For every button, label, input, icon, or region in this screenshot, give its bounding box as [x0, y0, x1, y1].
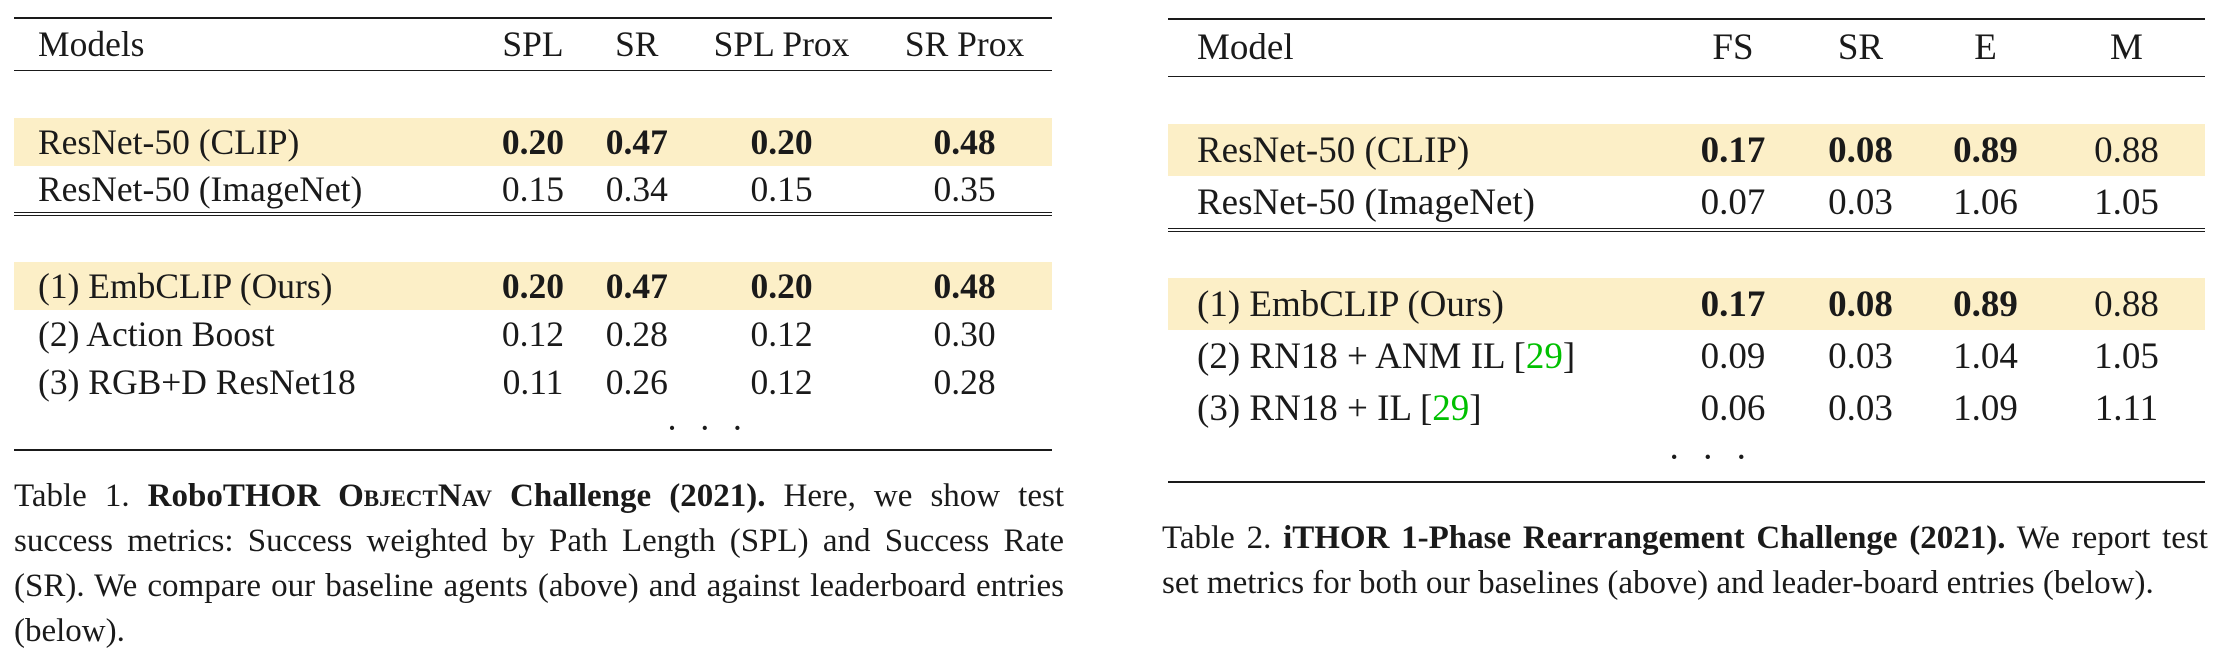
table2-header-m: M	[2110, 27, 2143, 69]
table2-caption-title: iTHOR 1-Phase Rearrangement Challenge (2…	[1283, 520, 2006, 556]
table1-row: (2) Action Boost 0.12 0.28 0.12 0.30	[14, 310, 1052, 358]
table1-row: (1) EmbCLIP (Ours) 0.20 0.47 0.20 0.48	[14, 262, 1052, 310]
model-name: ResNet-50 (ImageNet)	[38, 169, 363, 209]
table1-header-sr: SR	[615, 24, 659, 65]
table1-ellipsis-row: · · ·	[14, 406, 1052, 450]
m-value: 1.05	[2094, 335, 2159, 377]
sr-value: 0.28	[605, 314, 668, 354]
spl-value: 0.20	[478, 118, 588, 166]
fs-value: 0.09	[1700, 335, 1766, 377]
table2-ellipsis-row: · · ·	[1168, 434, 2205, 482]
sr-value: 0.34	[605, 169, 668, 209]
m-value: 0.88	[2048, 124, 2205, 176]
table1-caption-smallcaps: ObjectNav	[338, 478, 492, 514]
e-value: 1.04	[1953, 335, 2018, 377]
fs-value: 0.07	[1700, 181, 1766, 223]
table2-row: (2) RN18 + ANM IL [29] 0.09 0.03 1.04 1.…	[1168, 330, 2205, 382]
spl-prox-value: 0.20	[685, 118, 878, 166]
table1-row: (3) RGB+D ResNet18 0.11 0.26 0.12 0.28	[14, 358, 1052, 406]
m-value: 1.11	[2094, 387, 2159, 429]
table2-ellipsis: · · ·	[1668, 437, 1754, 478]
model-name-text: (2) RN18 + ANM IL [	[1197, 335, 1526, 377]
table2-row: (3) RN18 + IL [29] 0.06 0.03 1.09 1.11	[1168, 382, 2205, 434]
spl-value: 0.20	[478, 262, 588, 310]
table2-panel: Model FS SR E M ResNet-50 (CLIP) 0.17 0.…	[1168, 0, 2205, 483]
table1-header-row: Models SPL SR SPL Prox SR Prox	[14, 18, 1052, 70]
table1-caption-prefix: Table 1.	[14, 478, 148, 514]
sr-value: 0.26	[605, 362, 668, 402]
table1-header-spl-prox: SPL Prox	[713, 24, 850, 65]
table1-caption-text: Here, we show test success metrics: Succ…	[14, 478, 1064, 649]
e-value: 0.89	[1923, 278, 2048, 330]
table1-caption: Table 1. RoboTHOR ObjectNav Challenge (2…	[14, 474, 1064, 654]
table2: Model FS SR E M ResNet-50 (CLIP) 0.17 0.…	[1168, 18, 2205, 483]
table2-header-sr: SR	[1837, 27, 1884, 69]
table1-ellipsis: · · ·	[666, 407, 750, 448]
table2-header-model: Model	[1197, 27, 1294, 69]
model-name: (3) RN18 + IL [29]	[1168, 382, 1668, 434]
table2-caption-prefix: Table 2.	[1162, 520, 1284, 556]
table1-header-models: Models	[38, 24, 145, 65]
sr-value: 0.03	[1828, 181, 1893, 223]
spl-prox-value: 0.12	[750, 362, 813, 402]
e-value: 1.06	[1953, 181, 2018, 223]
model-name: (3) RGB+D ResNet18	[38, 362, 356, 402]
sr-value: 0.03	[1828, 335, 1893, 377]
model-name-text: (3) RN18 + IL [	[1197, 387, 1433, 429]
sr-prox-value: 0.35	[933, 169, 996, 209]
table2-header-fs: FS	[1712, 27, 1754, 69]
sr-value: 0.47	[587, 118, 686, 166]
table1: Models SPL SR SPL Prox SR Prox ResNet-50…	[14, 17, 1052, 451]
citation-close: ]	[1562, 335, 1576, 377]
sr-value: 0.08	[1798, 278, 1923, 330]
sr-value: 0.47	[587, 262, 686, 310]
table1-header-sr-prox: SR Prox	[904, 24, 1025, 65]
table2-row: ResNet-50 (ImageNet) 0.07 0.03 1.06 1.05	[1168, 176, 2205, 230]
table2-row: (1) EmbCLIP (Ours) 0.17 0.08 0.89 0.88	[1168, 278, 2205, 330]
spl-value: 0.12	[501, 314, 565, 354]
citation-close: ]	[1469, 387, 1482, 429]
table2-caption: Table 2. iTHOR 1-Phase Rearrangement Cha…	[1162, 516, 2208, 606]
spl-value: 0.15	[501, 169, 565, 209]
sr-value: 0.08	[1798, 124, 1923, 176]
citation-link[interactable]: 29	[1525, 335, 1563, 377]
table2-header-e: E	[1974, 27, 1997, 69]
fs-value: 0.17	[1668, 124, 1798, 176]
e-value: 1.09	[1953, 387, 2018, 429]
sr-prox-value: 0.48	[877, 262, 1052, 310]
e-value: 0.89	[1923, 124, 2048, 176]
table1-panel: Models SPL SR SPL Prox SR Prox ResNet-50…	[14, 0, 1052, 451]
spl-prox-value: 0.20	[685, 262, 878, 310]
table2-caption-text: We report test set metrics for both our …	[1162, 520, 2208, 601]
fs-value: 0.17	[1668, 278, 1798, 330]
sr-prox-value: 0.48	[877, 118, 1052, 166]
m-value: 1.05	[2094, 181, 2159, 223]
model-name: (2) Action Boost	[38, 314, 275, 354]
spl-value: 0.11	[502, 362, 564, 402]
table1-row: ResNet-50 (CLIP) 0.20 0.47 0.20 0.48	[14, 118, 1052, 166]
table2-row: ResNet-50 (CLIP) 0.17 0.08 0.89 0.88	[1168, 124, 2205, 176]
model-name: ResNet-50 (ImageNet)	[1197, 181, 1536, 223]
table1-caption-title-a: RoboTHOR	[147, 478, 339, 514]
sr-prox-value: 0.30	[933, 314, 996, 354]
spl-prox-value: 0.15	[750, 169, 813, 209]
table2-header-row: Model FS SR E M	[1168, 19, 2205, 76]
model-name: ResNet-50 (CLIP)	[1168, 124, 1668, 176]
table1-header-spl: SPL	[502, 24, 564, 65]
model-name: (2) RN18 + ANM IL [29]	[1168, 330, 1668, 382]
model-name: ResNet-50 (CLIP)	[14, 118, 479, 166]
model-name: (1) EmbCLIP (Ours)	[1168, 278, 1668, 330]
fs-value: 0.06	[1700, 387, 1766, 429]
sr-prox-value: 0.28	[933, 362, 996, 402]
m-value: 0.88	[2048, 278, 2205, 330]
citation-link[interactable]: 29	[1432, 387, 1470, 429]
table1-row: ResNet-50 (ImageNet) 0.15 0.34 0.15 0.35	[14, 166, 1052, 214]
spl-prox-value: 0.12	[750, 314, 813, 354]
sr-value: 0.03	[1828, 387, 1893, 429]
model-name: (1) EmbCLIP (Ours)	[14, 262, 479, 310]
table1-caption-title-b: Challenge (2021).	[491, 478, 766, 514]
